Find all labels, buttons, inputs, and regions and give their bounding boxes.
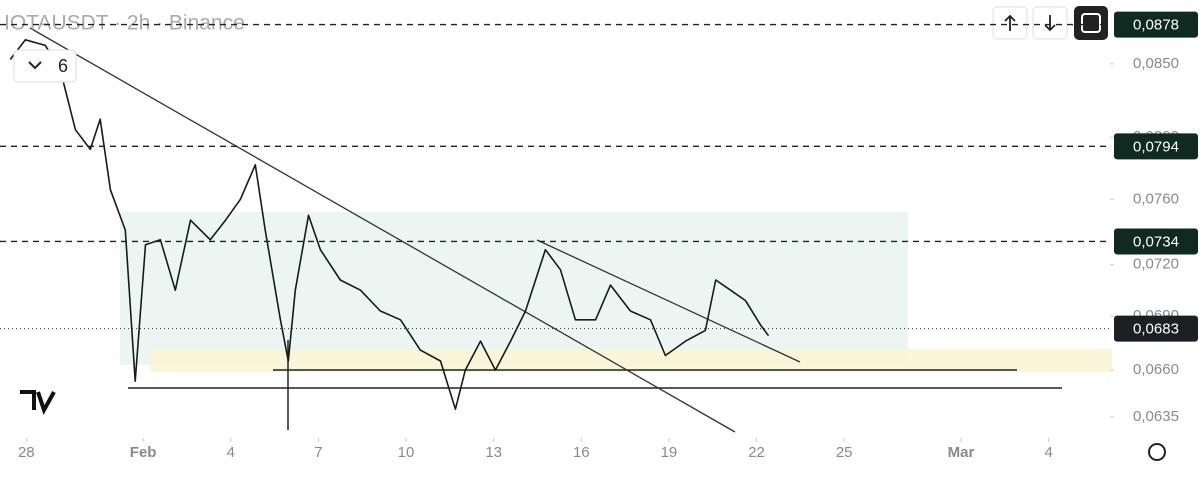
- x-tick-label: 10: [398, 444, 415, 461]
- x-tick-label: 4: [1044, 444, 1052, 461]
- x-tick-label: 25: [836, 444, 853, 461]
- plot-area: [9, 27, 1112, 433]
- support-zone: [150, 349, 1112, 372]
- level-label: 0,0794: [1133, 138, 1179, 155]
- y-tick-label: 0,0660: [1133, 361, 1179, 378]
- indicator-count: 6: [58, 56, 68, 76]
- range-zone: [120, 212, 908, 365]
- x-tick-label: 28: [18, 444, 35, 461]
- y-tick-label: 0,0760: [1133, 190, 1179, 207]
- x-tick-label: 13: [485, 444, 502, 461]
- chevron-icon: [28, 61, 42, 70]
- trend-line: [29, 27, 736, 433]
- last-price-label: 0,0683: [1133, 321, 1179, 338]
- y-tick-label: 0,0850: [1133, 55, 1179, 72]
- x-tick-label: 22: [748, 444, 765, 461]
- level-badge: [1114, 11, 1198, 38]
- settings-icon[interactable]: [1148, 443, 1166, 461]
- last-price-badge: [1114, 315, 1198, 342]
- logo: [20, 390, 56, 415]
- x-tick-label: 19: [661, 444, 678, 461]
- chart-title: IOTAUSDT · 2h · Binance: [4, 12, 245, 35]
- level-badge: [1114, 133, 1198, 160]
- x-tick-label: Mar: [948, 444, 975, 461]
- up-icon: [1004, 14, 1016, 31]
- fullscreen-icon: [1081, 13, 1101, 33]
- down-icon: [1044, 15, 1056, 32]
- x-tick-label: 16: [573, 444, 590, 461]
- level-label: 0,0734: [1133, 233, 1179, 250]
- level-label: 0,0878: [1133, 17, 1179, 34]
- x-tick-label: 4: [227, 444, 235, 461]
- fullscreen-button[interactable]: [1074, 6, 1108, 40]
- x-tick-label: 7: [314, 444, 322, 461]
- collapse-button[interactable]: [13, 49, 77, 83]
- y-tick-label: 0,0635: [1133, 408, 1179, 425]
- level-badge: [1114, 228, 1198, 255]
- x-tick-label: Feb: [130, 444, 157, 461]
- y-tick-label: 0,0720: [1133, 256, 1179, 273]
- price-line: [9, 39, 770, 410]
- trend-line: [536, 239, 801, 363]
